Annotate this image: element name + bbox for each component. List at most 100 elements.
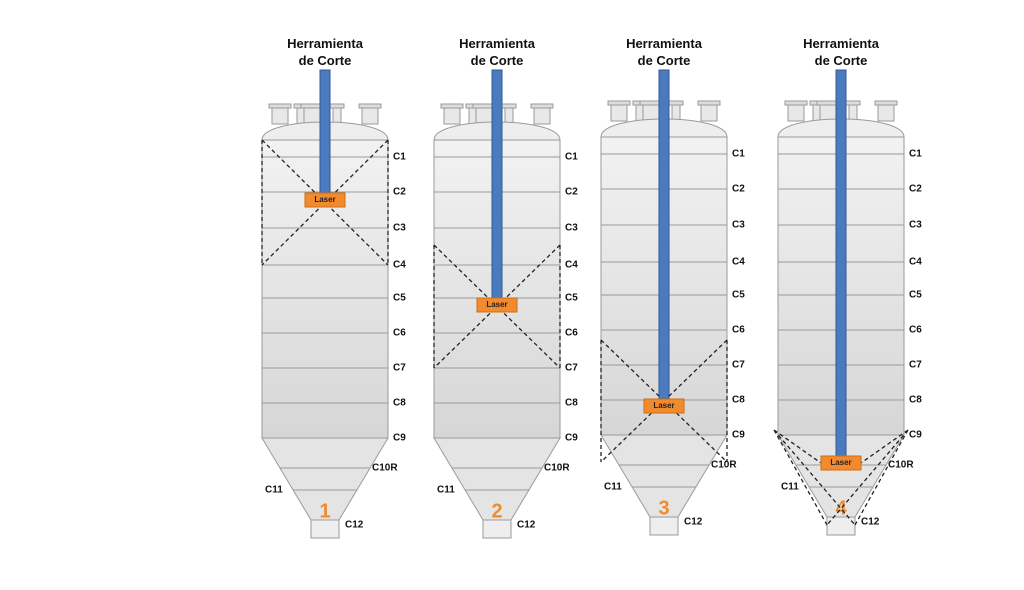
nozzle	[533, 105, 551, 125]
ring-label: C6	[909, 325, 922, 336]
ring-label: C11	[781, 482, 799, 493]
ring-label: C3	[565, 223, 578, 234]
panel-number: 4	[835, 497, 847, 519]
laser	[820, 455, 862, 471]
ring-label: C5	[909, 290, 922, 301]
nozzle-cap	[268, 103, 292, 109]
nozzle	[504, 105, 514, 125]
tool-title: de Corte	[471, 53, 524, 68]
ring-label: C6	[732, 325, 745, 336]
nozzle	[610, 102, 628, 122]
panel-number: 3	[658, 497, 669, 519]
ring-label: C9	[909, 430, 922, 441]
tool-title: Herramienta	[287, 36, 364, 51]
ring-label: C2	[909, 184, 922, 195]
cutting-rod	[491, 69, 503, 306]
nozzle	[700, 102, 718, 122]
nozzle-cap	[784, 100, 808, 106]
panel-number: 2	[491, 500, 502, 522]
cutting-rod	[835, 69, 847, 464]
ring-label: C5	[732, 290, 745, 301]
nozzle	[877, 102, 895, 122]
ring-label: C1	[732, 149, 745, 160]
ring-label: C12	[345, 520, 364, 531]
nozzle	[361, 105, 379, 125]
ring-label: C4	[565, 260, 578, 271]
ring-label: C7	[565, 363, 578, 374]
nozzle-cap	[530, 103, 554, 109]
ring-label: C12	[861, 517, 880, 528]
tool-title: de Corte	[299, 53, 352, 68]
nozzle-cap	[501, 103, 517, 109]
nozzle	[271, 105, 289, 125]
tool-title: Herramienta	[626, 36, 703, 51]
nozzle-cap	[668, 100, 684, 106]
ring-label: C1	[393, 152, 406, 163]
nozzle	[848, 102, 858, 122]
nozzle-cap	[697, 100, 721, 106]
ring-label: C7	[393, 363, 406, 374]
ring-label: C10R	[544, 463, 570, 474]
ring-label: C10R	[888, 460, 914, 471]
ring-label: C7	[732, 360, 745, 371]
laser	[304, 192, 346, 208]
ring-label: C6	[393, 328, 406, 339]
tool-title: Herramienta	[459, 36, 536, 51]
nozzle	[787, 102, 805, 122]
nozzle	[332, 105, 342, 125]
panel-number: 1	[319, 500, 330, 522]
laser-label: Laser	[486, 300, 507, 309]
ring-label: C8	[393, 398, 406, 409]
outlet	[826, 516, 856, 536]
ring-label: C10R	[711, 460, 737, 471]
tool-title: Herramienta	[803, 36, 880, 51]
laser	[476, 297, 518, 313]
laser-label: Laser	[314, 195, 335, 204]
nozzle-cap	[440, 103, 464, 109]
ring-label: C9	[393, 433, 406, 444]
ring-label: C11	[265, 485, 283, 496]
tool-title: de Corte	[638, 53, 691, 68]
ring-label: C8	[732, 395, 745, 406]
ring-label: C3	[732, 220, 745, 231]
ring-label: C1	[565, 152, 578, 163]
ring-label: C4	[732, 257, 745, 268]
outlet	[649, 516, 679, 536]
outlet	[310, 519, 340, 539]
nozzle-cap	[845, 100, 861, 106]
ring-label: C4	[393, 260, 406, 271]
laser	[643, 398, 685, 414]
ring-label: C2	[565, 187, 578, 198]
ring-label: C4	[909, 257, 922, 268]
cutting-rod	[319, 69, 331, 201]
ring-label: C12	[517, 520, 536, 531]
ring-label: C11	[437, 485, 455, 496]
laser-label: Laser	[830, 458, 851, 467]
ring-label: C11	[604, 482, 622, 493]
ring-label: C5	[393, 293, 406, 304]
ring-label: C12	[684, 517, 703, 528]
ring-label: C5	[565, 293, 578, 304]
cutting-rod	[658, 69, 670, 407]
outlet	[482, 519, 512, 539]
ring-label: C2	[393, 187, 406, 198]
nozzle	[443, 105, 461, 125]
ring-label: C8	[909, 395, 922, 406]
tool-title: de Corte	[815, 53, 868, 68]
ring-label: C8	[565, 398, 578, 409]
ring-label: C9	[565, 433, 578, 444]
ring-label: C9	[732, 430, 745, 441]
ring-label: C3	[393, 223, 406, 234]
nozzle-cap	[607, 100, 631, 106]
nozzle	[671, 102, 681, 122]
ring-label: C7	[909, 360, 922, 371]
ring-label: C10R	[372, 463, 398, 474]
ring-label: C3	[909, 220, 922, 231]
ring-label: C2	[732, 184, 745, 195]
nozzle-cap	[874, 100, 898, 106]
ring-label: C6	[565, 328, 578, 339]
laser-label: Laser	[653, 401, 674, 410]
nozzle-cap	[358, 103, 382, 109]
ring-label: C1	[909, 149, 922, 160]
